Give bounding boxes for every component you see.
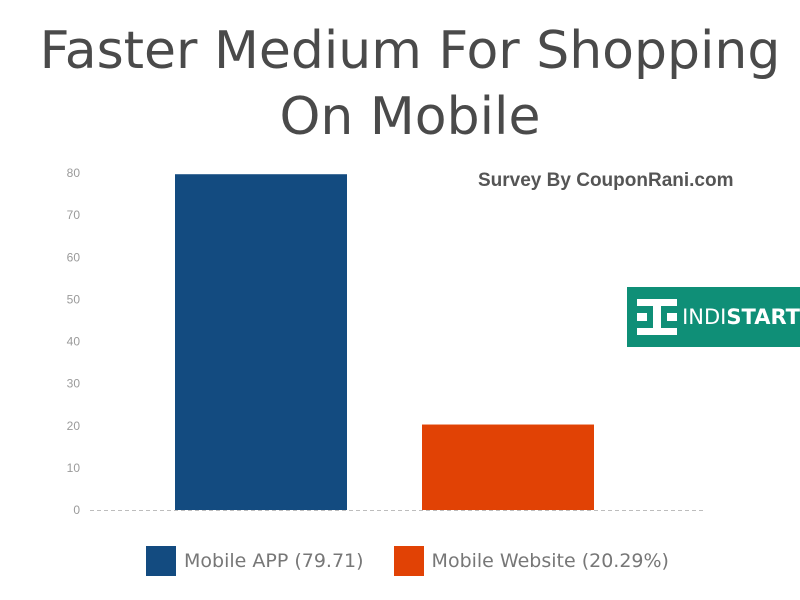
chart-legend: Mobile APP (79.71) Mobile Website (20.29…	[146, 546, 699, 576]
y-tick-label: 0	[73, 503, 80, 517]
y-tick-label: 60	[67, 250, 81, 264]
legend-swatch-mobile-website	[393, 546, 424, 576]
legend-label-mobile-app: Mobile APP (79.71)	[184, 550, 364, 572]
bar-mobile-website	[422, 424, 594, 510]
logo-text-light: INDI	[682, 305, 727, 329]
indistart-logo-text: INDISTART	[682, 305, 800, 329]
y-tick-label: 80	[67, 166, 81, 180]
y-tick-label: 10	[67, 461, 81, 475]
indistart-logo: INDISTART	[627, 287, 800, 347]
y-tick-label: 30	[67, 377, 81, 391]
y-tick-label: 50	[67, 292, 81, 306]
y-tick-label: 40	[67, 335, 81, 349]
legend-item-mobile-website: Mobile Website (20.29%)	[393, 546, 669, 576]
legend-swatch-mobile-app	[146, 546, 176, 576]
indistart-logo-mark-icon	[637, 299, 677, 335]
logo-text-bold: START	[726, 305, 800, 329]
y-tick-label: 20	[67, 419, 81, 433]
chart-subtitle: Survey By CouponRani.com	[478, 170, 734, 191]
y-tick-label: 70	[67, 208, 81, 222]
bar-mobile-app	[175, 174, 347, 510]
chart-title-line-1: Faster Medium For Shopping	[39, 21, 781, 81]
chart-title: Faster Medium For Shopping On Mobile	[0, 18, 800, 150]
chart-title-line-2: On Mobile	[279, 87, 541, 147]
legend-label-mobile-website: Mobile Website (20.29%)	[431, 550, 669, 572]
legend-item-mobile-app: Mobile APP (79.71)	[146, 546, 364, 576]
